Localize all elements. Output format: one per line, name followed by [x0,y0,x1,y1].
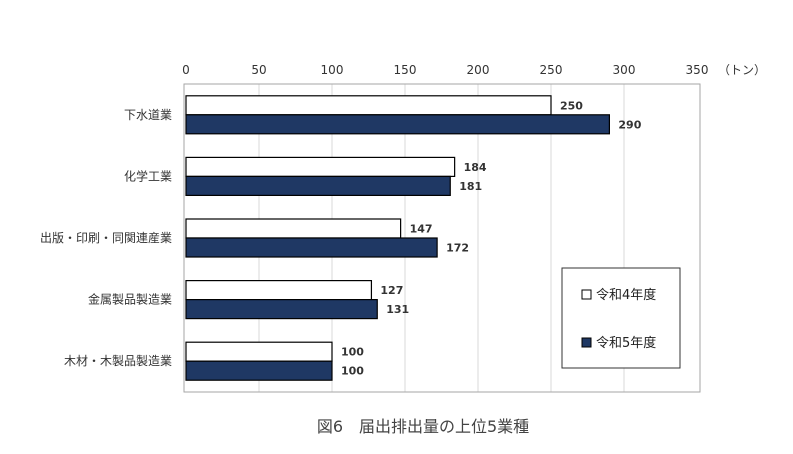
x-tick-label: 50 [251,63,266,77]
data-labels: 250 290 184 181 147 172 127 131 100 100 [341,99,642,377]
legend-swatch-reiwa4 [581,289,592,300]
category-label: 金属製品製造業 [88,292,172,307]
bar-reiwa4 [185,341,333,362]
data-label: 127 [380,284,403,297]
bar-reiwa5 [185,360,333,381]
legend-label-reiwa4: 令和4年度 [596,287,656,303]
plot-area-border [183,83,701,393]
bar-reiwa5 [185,237,438,258]
x-tick-label: 0 [182,63,190,77]
x-axis-unit: （トン） [718,63,766,77]
data-label: 290 [618,118,641,131]
data-label: 100 [341,365,364,378]
category-label: 出版・印刷・同関連産業 [40,230,172,245]
x-tick-label: 250 [540,63,563,77]
bar-reiwa5 [185,299,378,320]
data-label: 184 [464,161,487,174]
data-label: 147 [410,223,433,236]
x-tick-label: 100 [321,63,344,77]
bar-reiwa4 [185,218,402,239]
bar-reiwa4 [185,280,373,301]
category-label: 木材・木製品製造業 [64,354,172,368]
legend-box [561,267,681,369]
bars [185,95,610,381]
bar-reiwa4 [185,95,552,116]
x-axis-ticks: 0 50 100 150 200 250 300 350 [182,63,708,77]
x-tick-label: 300 [613,63,636,77]
data-label: 100 [341,346,364,359]
category-label: 下水道業 [124,108,172,122]
data-label: 250 [560,99,583,112]
data-label: 181 [459,180,482,193]
x-tick-label: 200 [467,63,490,77]
data-label: 131 [386,303,409,316]
legend-label-reiwa5: 令和5年度 [596,335,656,351]
x-tick-label: 150 [394,63,417,77]
legend-swatch-reiwa5 [581,337,592,348]
bar-reiwa5 [185,114,610,135]
data-label: 172 [446,242,469,255]
x-tick-label: 350 [686,63,709,77]
category-label: 化学工業 [124,168,172,183]
legend: 令和4年度 令和5年度 [561,267,681,369]
bar-reiwa5 [185,175,451,196]
chart-title: 図6 届出排出量の上位5業種 [317,417,529,436]
bar-reiwa4 [185,156,456,177]
